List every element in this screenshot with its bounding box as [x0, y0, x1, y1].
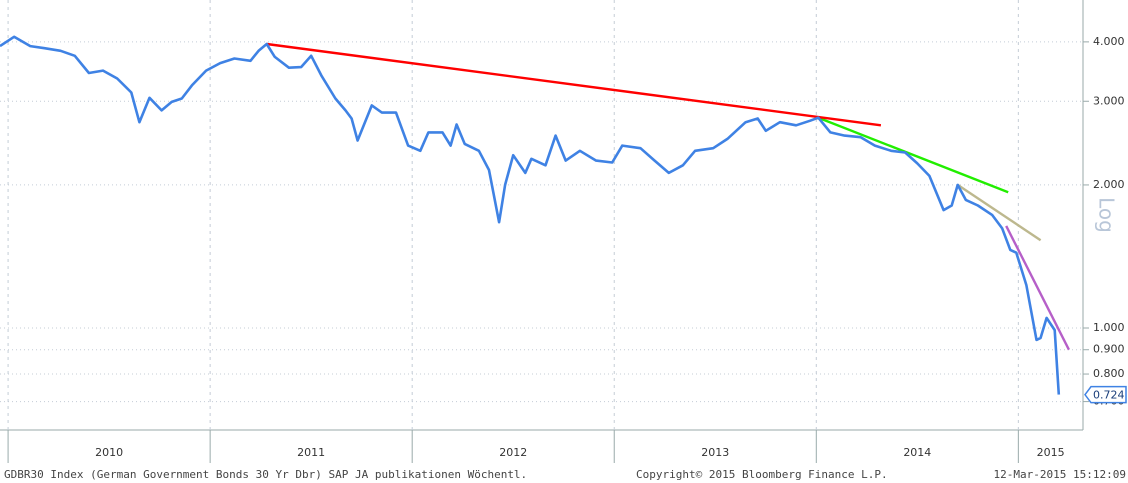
last-value-tag: [1084, 385, 1127, 404]
y-tick-label: 4.000: [1093, 35, 1125, 48]
trend-line: [1005, 225, 1070, 351]
x-tick-label: 2014: [903, 446, 931, 459]
x-tick-label: 2011: [297, 446, 325, 459]
trend-line: [957, 183, 1042, 242]
y-tick-label: 0.800: [1093, 367, 1125, 380]
y-tick-label: 2.000: [1093, 178, 1125, 191]
trend-line: [266, 42, 882, 127]
price-line: [0, 35, 1061, 395]
y-tick-label: 3.000: [1093, 94, 1125, 107]
footer-right: 12-Mar-2015 15:12:09: [994, 468, 1126, 481]
trend-line: [817, 116, 1009, 194]
y-tick-label: 1.000: [1093, 321, 1125, 334]
footer-left: GDBR30 Index (German Government Bonds 30…: [4, 468, 527, 481]
x-tick-label: 2015: [1037, 446, 1065, 459]
y-tick-label: 0.900: [1093, 343, 1125, 356]
last-value-label: 0.724: [1093, 389, 1125, 402]
footer-center: Copyright© 2015 Bloomberg Finance L.P.: [636, 468, 888, 481]
x-tick-label: 2012: [499, 446, 527, 459]
x-tick-label: 2013: [701, 446, 729, 459]
y-axis-label: Log: [1095, 197, 1119, 233]
x-tick-label: 2010: [95, 446, 123, 459]
